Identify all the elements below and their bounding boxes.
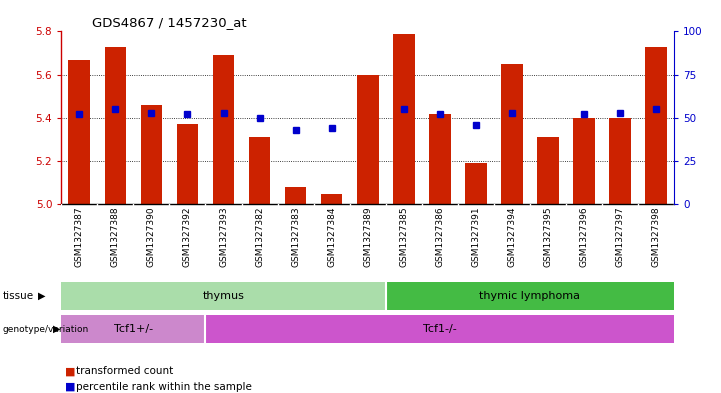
Text: GSM1327387: GSM1327387	[75, 207, 84, 267]
Bar	[465, 163, 487, 204]
Bar	[68, 59, 90, 204]
Bar	[321, 194, 342, 204]
Bar	[537, 138, 559, 204]
Bar	[61, 281, 386, 310]
Text: ▶: ▶	[37, 291, 45, 301]
Bar	[141, 105, 162, 204]
Text: Tcf1-/-: Tcf1-/-	[423, 324, 456, 334]
Bar	[285, 187, 306, 204]
Bar	[357, 75, 379, 204]
Text: GSM1327384: GSM1327384	[327, 207, 336, 267]
Text: transformed count: transformed count	[76, 366, 173, 376]
Text: ▶: ▶	[53, 324, 60, 334]
Text: GSM1327389: GSM1327389	[363, 207, 372, 267]
Text: GSM1327385: GSM1327385	[399, 207, 408, 267]
Text: tissue: tissue	[3, 291, 34, 301]
Text: percentile rank within the sample: percentile rank within the sample	[76, 382, 252, 392]
Text: thymic lymphoma: thymic lymphoma	[479, 291, 580, 301]
Bar	[249, 138, 270, 204]
Bar	[177, 124, 198, 204]
Text: GSM1327396: GSM1327396	[580, 207, 588, 267]
Text: GSM1327392: GSM1327392	[183, 207, 192, 267]
Text: ■: ■	[65, 366, 76, 376]
Text: GSM1327398: GSM1327398	[652, 207, 660, 267]
Text: GSM1327394: GSM1327394	[508, 207, 516, 267]
Text: Tcf1+/-: Tcf1+/-	[114, 324, 153, 334]
Text: genotype/variation: genotype/variation	[3, 325, 89, 334]
Bar	[105, 46, 126, 204]
Text: GSM1327397: GSM1327397	[616, 207, 624, 267]
Text: GSM1327393: GSM1327393	[219, 207, 228, 267]
Bar	[609, 118, 631, 204]
Text: GSM1327391: GSM1327391	[472, 207, 480, 267]
Text: GSM1327383: GSM1327383	[291, 207, 300, 267]
Bar	[61, 315, 205, 343]
Bar	[573, 118, 595, 204]
Bar	[213, 55, 234, 204]
Text: thymus: thymus	[203, 291, 244, 301]
Bar	[205, 315, 674, 343]
Bar	[429, 114, 451, 204]
Text: GSM1327388: GSM1327388	[111, 207, 120, 267]
Bar	[393, 33, 415, 204]
Text: GSM1327386: GSM1327386	[435, 207, 444, 267]
Bar	[501, 64, 523, 204]
Text: GDS4867 / 1457230_at: GDS4867 / 1457230_at	[92, 16, 247, 29]
Text: ■: ■	[65, 382, 76, 392]
Text: GSM1327395: GSM1327395	[544, 207, 552, 267]
Bar	[386, 281, 674, 310]
Text: GSM1327390: GSM1327390	[147, 207, 156, 267]
Text: GSM1327382: GSM1327382	[255, 207, 264, 267]
Bar	[645, 46, 667, 204]
